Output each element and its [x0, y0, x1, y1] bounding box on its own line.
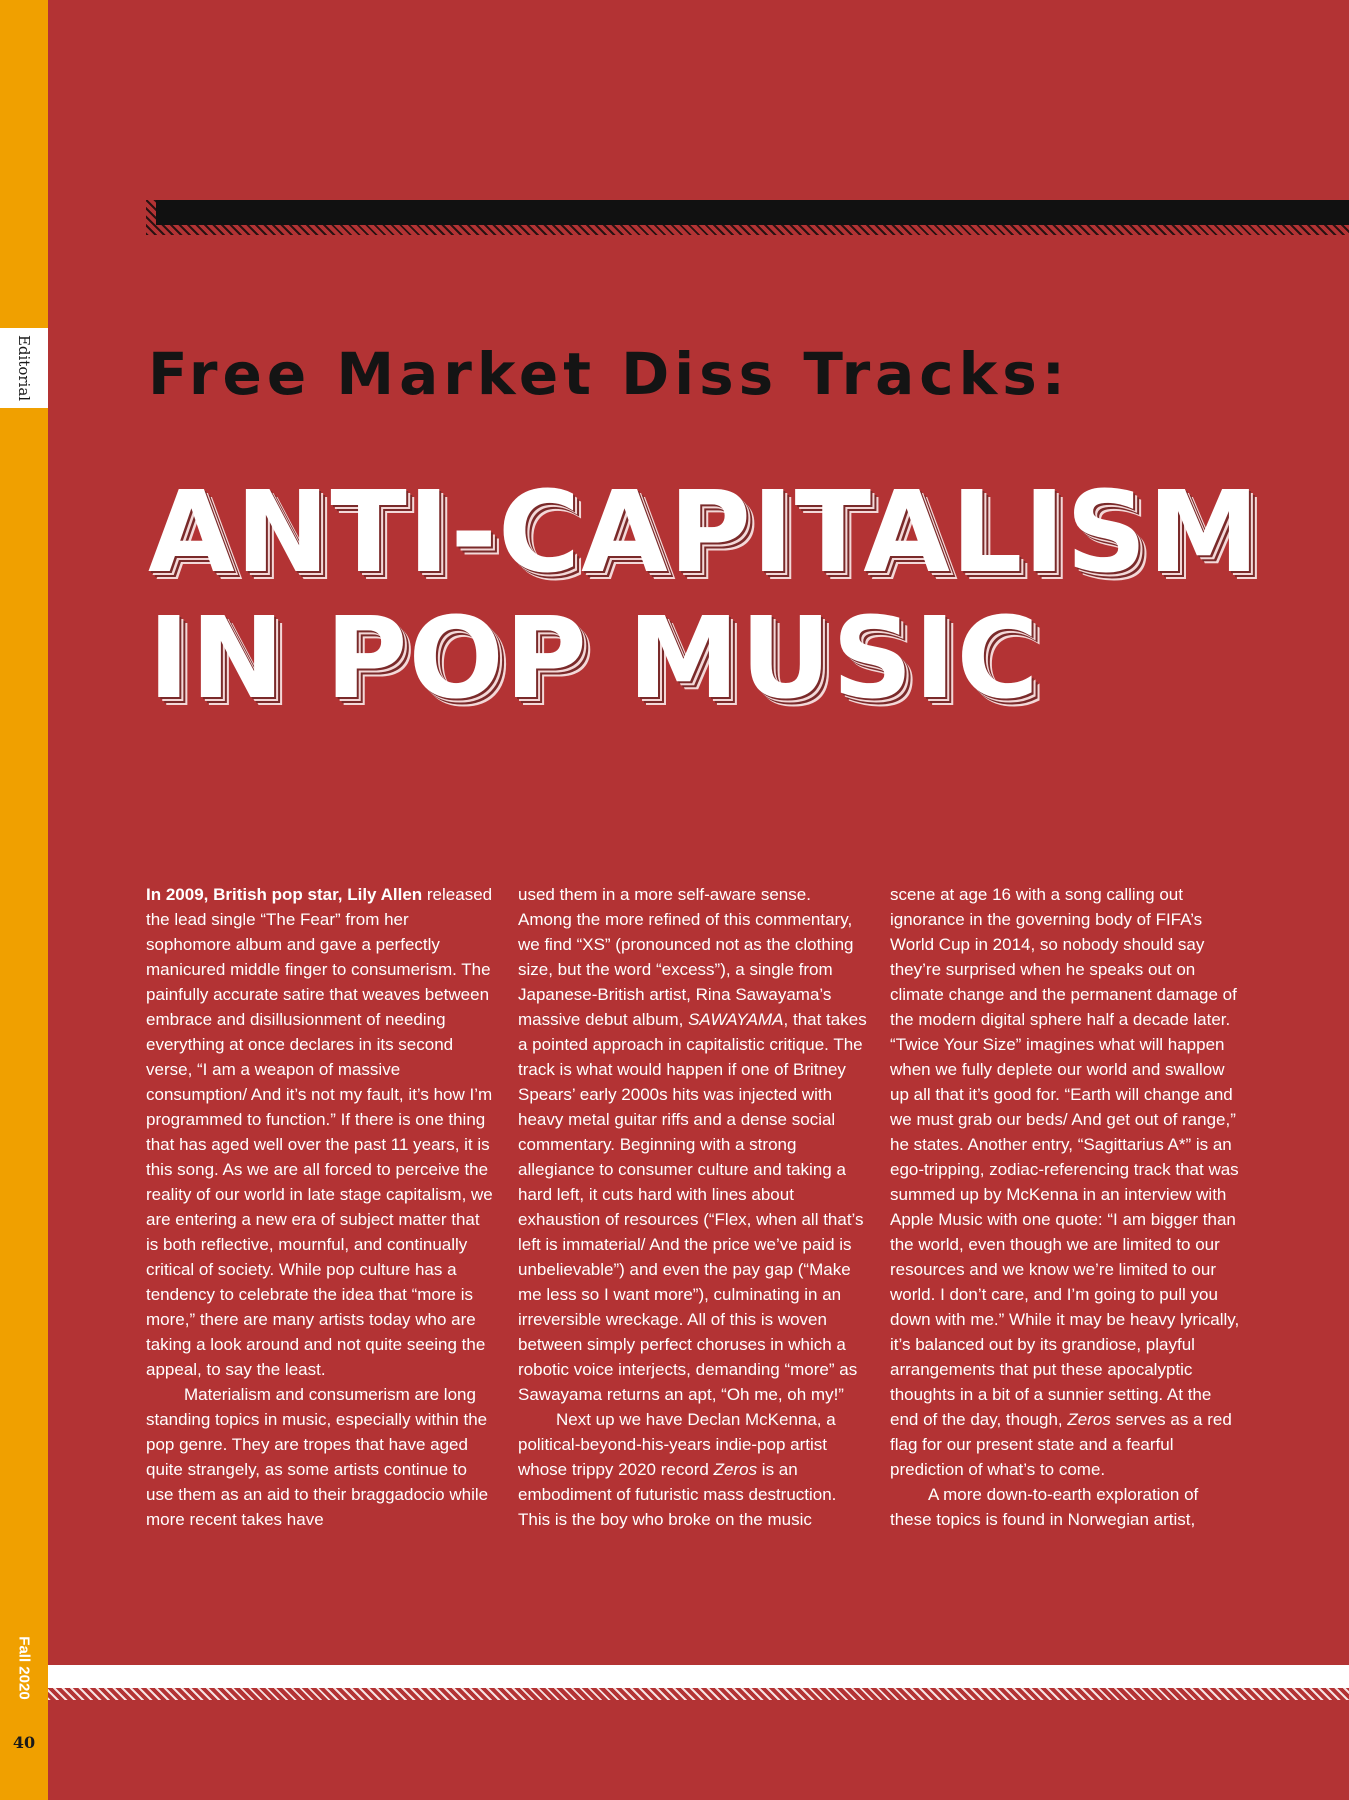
paragraph-text: , that takes a pointed approach in capit… — [518, 1010, 867, 1404]
issue-label: Fall 2020 — [15, 1636, 33, 1700]
top-black-bar — [156, 200, 1349, 225]
album-title: Zeros — [713, 1460, 758, 1479]
headline-line-2: IN POP MUSIC — [148, 594, 1040, 724]
article-headline: ANTI-CAPITALISM IN POP MUSIC — [148, 470, 1260, 722]
paragraph-text: scene at age 16 with a song calling out … — [890, 885, 1240, 1429]
paragraph-3-start: Next up we have Declan McKenna, a politi… — [518, 1407, 868, 1532]
paragraph-4: A more down-to-earth exploration of thes… — [890, 1485, 1199, 1529]
paragraph-text: Next up we have Declan McKenna, a politi… — [518, 1410, 836, 1479]
article-column-3: scene at age 16 with a song calling out … — [890, 882, 1240, 1532]
paragraph-text: used them in a more self-aware sense. Am… — [518, 885, 854, 1029]
paragraph-1: In 2009, British pop star, Lily Allen re… — [146, 882, 496, 1382]
page-number: 40 — [12, 1733, 36, 1752]
paragraph-2-start: Materialism and consumerism are long sta… — [146, 1385, 489, 1529]
lead-in: In 2009, British pop star, Lily Allen — [146, 885, 423, 904]
bottom-hatch-decoration — [48, 1688, 1349, 1700]
paragraph-text: is an embodiment of futuristic mass dest… — [518, 1460, 837, 1529]
paragraph-3-cont: scene at age 16 with a song calling out … — [890, 882, 1240, 1482]
article-kicker: Free Market Diss Tracks: — [148, 340, 1070, 408]
paragraph-2-cont: used them in a more self-aware sense. Am… — [518, 882, 868, 1407]
album-title: SAWAYAMA — [688, 1010, 784, 1029]
paragraph-text: serves as a red flag for our present sta… — [890, 1410, 1232, 1479]
paragraph-text: released the lead single “The Fear” from… — [146, 885, 493, 1379]
bottom-white-bar — [48, 1665, 1349, 1688]
album-title: Zeros — [1067, 1410, 1111, 1429]
sidebar — [0, 0, 48, 1800]
section-label: Editorial — [15, 334, 33, 402]
section-tab: Editorial — [0, 328, 48, 408]
headline-line-1: ANTI-CAPITALISM — [148, 468, 1261, 598]
article-column-1: In 2009, British pop star, Lily Allen re… — [146, 882, 496, 1532]
article-column-2: used them in a more self-aware sense. Am… — [518, 882, 868, 1532]
